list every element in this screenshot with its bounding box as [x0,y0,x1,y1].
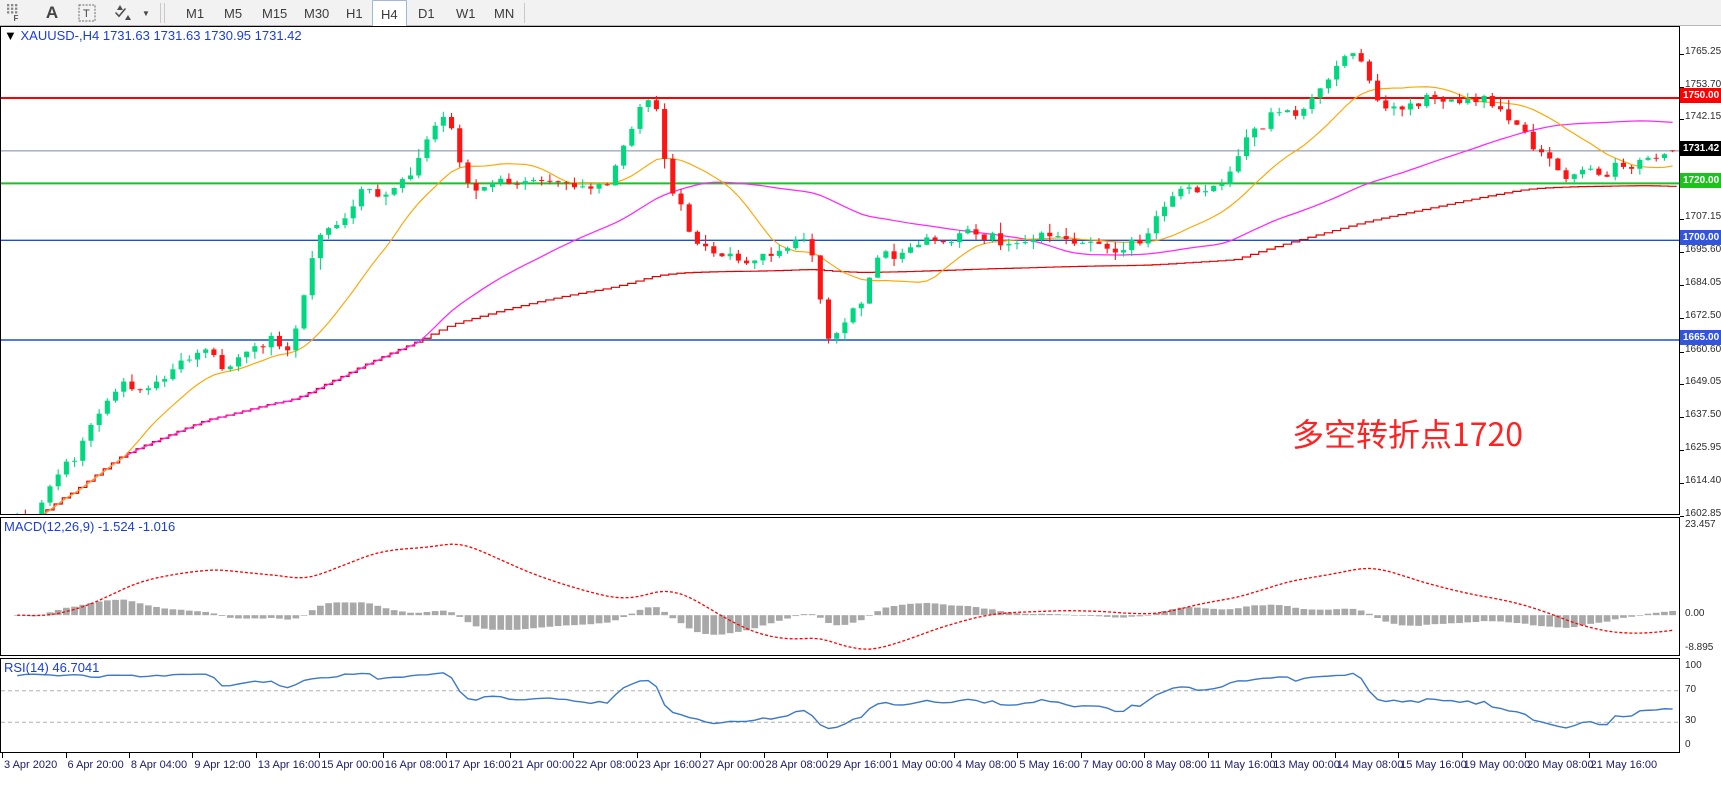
svg-text:T: T [83,8,90,20]
svg-text:F: F [14,14,19,22]
